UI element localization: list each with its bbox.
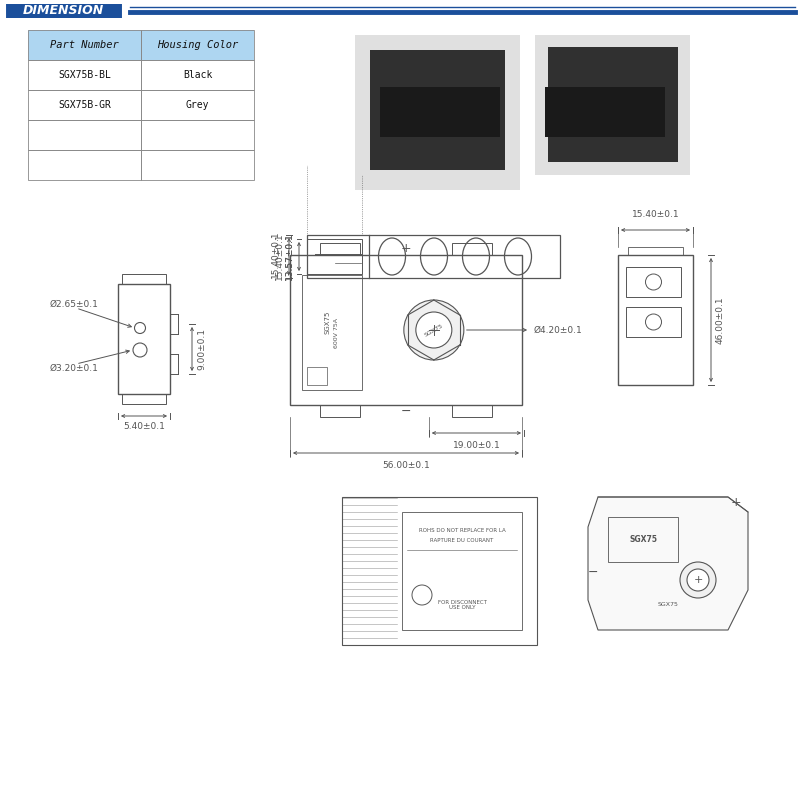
Text: SGX75: SGX75 xyxy=(423,322,444,338)
Circle shape xyxy=(680,562,716,598)
Text: SGX75: SGX75 xyxy=(324,311,330,334)
Bar xyxy=(370,50,505,170)
Bar xyxy=(452,243,492,255)
Text: −: − xyxy=(588,566,598,578)
Text: FOR DISCONNECT
USE ONLY: FOR DISCONNECT USE ONLY xyxy=(438,600,486,610)
Bar xyxy=(141,60,254,90)
Bar xyxy=(118,284,170,394)
Bar xyxy=(355,35,520,190)
Bar xyxy=(548,47,678,162)
Bar xyxy=(307,235,560,278)
Text: Ø3.20±0.1: Ø3.20±0.1 xyxy=(50,363,99,373)
Text: SGX75: SGX75 xyxy=(658,602,678,607)
Bar xyxy=(535,35,690,175)
Text: 13.57±0.1: 13.57±0.1 xyxy=(285,233,294,280)
Bar xyxy=(141,90,254,120)
Bar xyxy=(342,497,537,645)
Circle shape xyxy=(416,312,452,348)
Circle shape xyxy=(404,300,464,360)
Bar xyxy=(28,150,141,180)
Bar xyxy=(452,405,492,417)
Bar xyxy=(290,255,522,405)
Text: 5.40±0.1: 5.40±0.1 xyxy=(123,422,165,431)
Text: SGX75B-BL: SGX75B-BL xyxy=(58,70,111,80)
Text: 56.00±0.1: 56.00±0.1 xyxy=(382,461,430,470)
Bar xyxy=(141,150,254,180)
Bar xyxy=(302,275,362,390)
Bar xyxy=(618,255,693,385)
Text: 19.00±0.1: 19.00±0.1 xyxy=(453,441,500,450)
Text: SGX75: SGX75 xyxy=(629,534,657,543)
Bar xyxy=(628,247,683,255)
Bar xyxy=(626,307,681,337)
Bar xyxy=(141,120,254,150)
Text: 600V 75A: 600V 75A xyxy=(334,318,339,347)
Bar xyxy=(5,4,123,18)
Text: 9.00±0.1: 9.00±0.1 xyxy=(197,328,206,370)
Bar xyxy=(28,30,141,60)
Bar xyxy=(28,120,141,150)
Text: +: + xyxy=(730,495,742,509)
Bar xyxy=(626,267,681,297)
Text: Grey: Grey xyxy=(186,100,210,110)
Bar xyxy=(122,394,166,404)
Bar xyxy=(320,405,360,417)
Bar xyxy=(320,243,360,255)
Text: 46.00±0.1: 46.00±0.1 xyxy=(716,296,725,344)
Text: 15.40±0.1: 15.40±0.1 xyxy=(632,210,679,219)
Text: 15.40±0.1: 15.40±0.1 xyxy=(275,233,284,280)
Bar xyxy=(307,239,362,274)
Text: 13.57±0.1: 13.57±0.1 xyxy=(285,233,294,280)
Bar xyxy=(141,30,254,60)
Bar xyxy=(28,60,141,90)
Bar xyxy=(122,274,166,284)
Text: −: − xyxy=(401,405,411,418)
Text: Ø2.65±0.1: Ø2.65±0.1 xyxy=(50,299,99,309)
Text: ROHS DO NOT REPLACE FOR LA: ROHS DO NOT REPLACE FOR LA xyxy=(418,527,506,533)
Text: Ø4.20±0.1: Ø4.20±0.1 xyxy=(534,326,582,334)
Text: Part Number: Part Number xyxy=(50,40,119,50)
Text: +: + xyxy=(401,242,411,255)
Text: +: + xyxy=(694,575,702,585)
Polygon shape xyxy=(588,497,748,630)
Circle shape xyxy=(687,569,709,591)
Text: SGX75B-GR: SGX75B-GR xyxy=(58,100,111,110)
Text: RAPTURE DU COURANT: RAPTURE DU COURANT xyxy=(430,538,494,542)
Text: Housing Color: Housing Color xyxy=(157,40,238,50)
Bar xyxy=(307,367,327,385)
Text: Black: Black xyxy=(183,70,212,80)
Bar xyxy=(402,512,522,630)
Bar xyxy=(28,90,141,120)
Bar xyxy=(28,30,254,60)
Bar xyxy=(380,87,500,137)
Text: 15.40±0.1: 15.40±0.1 xyxy=(270,230,279,278)
Bar xyxy=(608,517,678,562)
Bar xyxy=(545,87,665,137)
Text: DIMENSION: DIMENSION xyxy=(22,5,104,18)
